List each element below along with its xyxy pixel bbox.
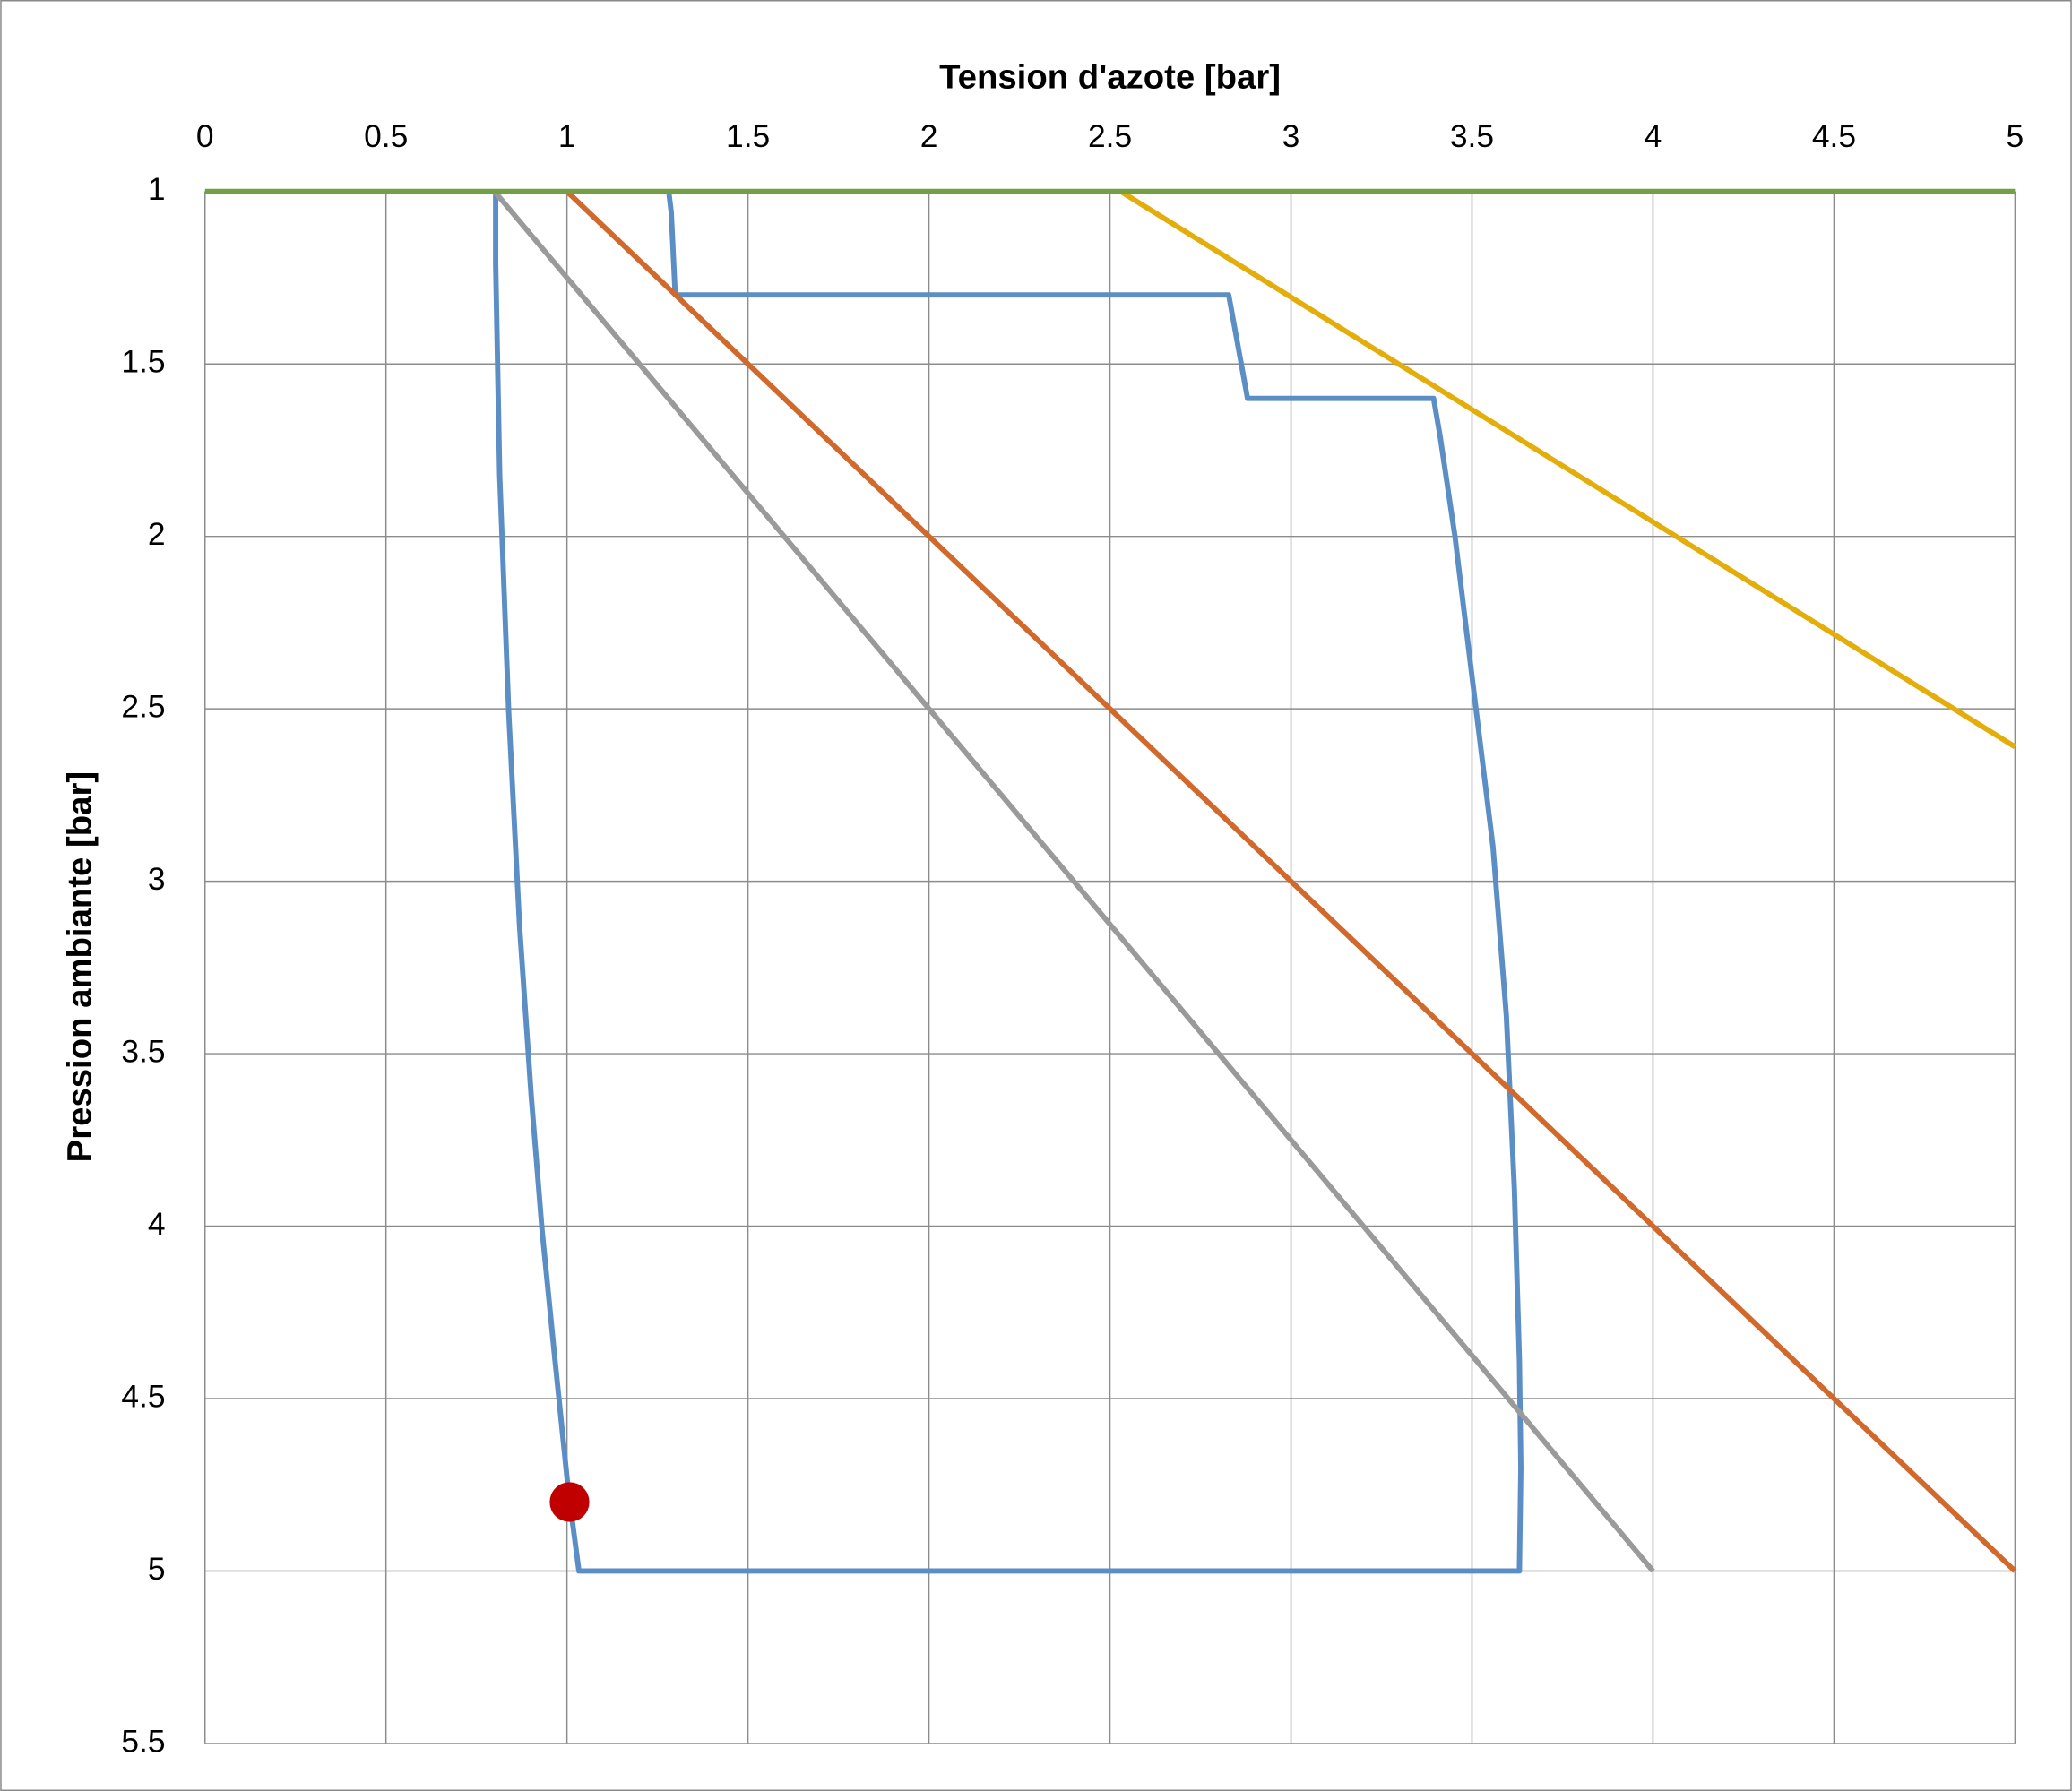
x-tick-label: 4 [1645,119,1662,154]
y-tick-label: 3 [148,862,166,897]
x-tick-label: 0.5 [364,119,408,154]
x-tick-label: 4.5 [1812,119,1856,154]
series-line [565,189,2017,1573]
x-axis-title: Tension d'azote [bar] [939,58,1281,97]
data-point [549,1482,590,1522]
x-tick-label: 5 [2007,119,2025,154]
x-tick-label: 3.5 [1450,119,1494,154]
x-tick-label: 1.5 [726,119,770,154]
y-axis-title: Pression ambiante [bar] [61,771,99,1162]
y-tick-label: 5.5 [121,1724,165,1759]
y-tick-label: 4.5 [121,1379,165,1414]
y-tick-label: 1.5 [121,345,165,380]
y-tick-label: 4 [148,1207,166,1242]
series-line [1119,189,2016,749]
y-tick-label: 2 [148,517,166,552]
y-tick-label: 3.5 [121,1034,165,1069]
series-line [493,191,1524,1574]
y-tick-label: 2.5 [121,689,165,724]
x-tick-label: 2.5 [1088,119,1132,154]
x-tick-label: 2 [920,119,938,154]
plot-marks [204,188,2017,1574]
y-tick-label: 5 [148,1552,166,1587]
series-line [492,189,1655,1573]
x-tick-label: 0 [196,119,214,154]
x-tick-label: 3 [1282,119,1300,154]
x-tick-label: 1 [558,119,576,154]
y-tick-label: 1 [148,172,166,207]
